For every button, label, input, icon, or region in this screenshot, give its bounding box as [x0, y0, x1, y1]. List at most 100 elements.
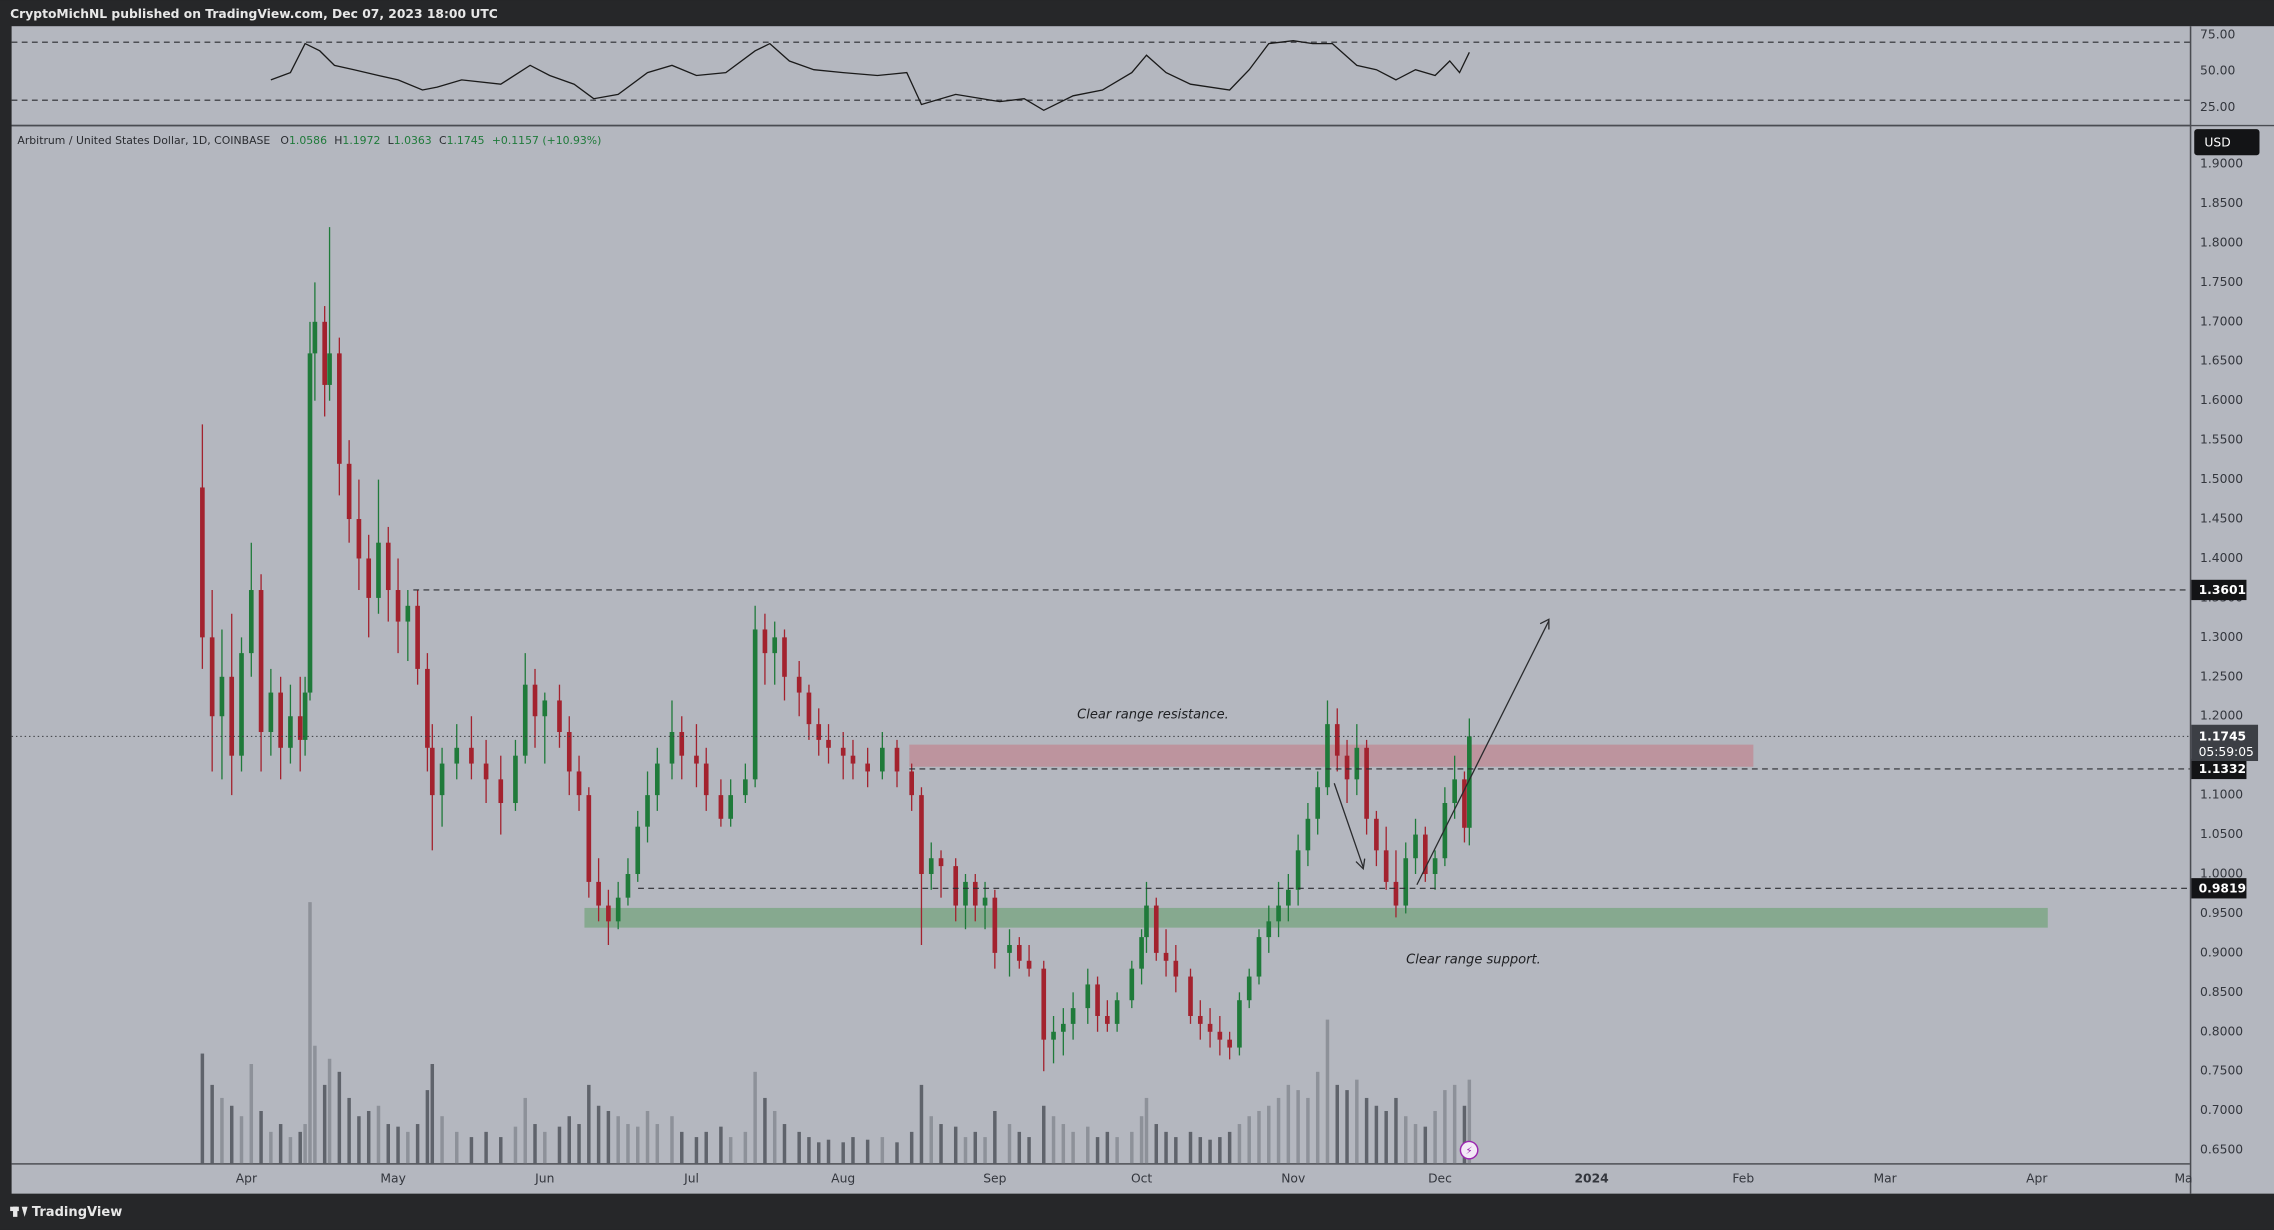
candle-body [928, 858, 934, 875]
volume-bar [210, 1084, 214, 1164]
candle-body [1452, 779, 1457, 804]
volume-bar [1086, 1126, 1090, 1164]
candle-body [963, 881, 968, 906]
volume-bar [816, 1142, 821, 1164]
candle-body [606, 905, 611, 922]
annotation: Clear range resistance. [1077, 708, 1229, 723]
volume-bar [337, 1071, 342, 1164]
x-tick-label: Apr [2026, 1172, 2048, 1186]
time-axis [11, 1163, 2190, 1194]
candle-body [200, 487, 205, 638]
candle-body [938, 858, 944, 867]
volume-bar [606, 1110, 611, 1164]
volume-bar [1325, 1019, 1330, 1164]
volume-bar [596, 1105, 601, 1164]
volume-bar [1335, 1084, 1339, 1164]
candle-body [880, 747, 885, 772]
volume-bar [909, 1131, 914, 1164]
candle-body [694, 755, 699, 764]
volume-bar [567, 1116, 571, 1164]
volume-bar [440, 1116, 444, 1164]
volume-bar [347, 1097, 351, 1164]
volume-bar [841, 1142, 845, 1164]
candle-body [297, 716, 303, 740]
candle-body [1286, 889, 1291, 906]
currency: USD [2204, 135, 2230, 149]
volume-bar [313, 1045, 317, 1164]
ohlc-value: 1.0586 [289, 134, 327, 147]
candle-body [1061, 1023, 1066, 1032]
y-tick-label: 1.2000 [2200, 709, 2243, 723]
volume-bar [1061, 1124, 1066, 1164]
candle-body [1413, 834, 1418, 859]
candle-body [1217, 1031, 1223, 1040]
level-label: 1.3601 [2199, 583, 2247, 597]
level-label-box [2191, 758, 2247, 780]
volume-bar [1007, 1124, 1012, 1164]
volume-bar [1462, 1105, 1467, 1164]
candle-body [1173, 960, 1179, 977]
x-tick-label: Jun [534, 1172, 554, 1186]
x-tick-label: Ma [2174, 1172, 2192, 1186]
candle-body [337, 353, 342, 464]
volume-bar [1286, 1084, 1291, 1164]
ohlc-value: 1.1972 [342, 134, 380, 147]
volume-bar [229, 1105, 234, 1164]
candle-body [625, 874, 631, 898]
volume-bar [1218, 1137, 1222, 1164]
y-tick-label: 1.3000 [2200, 630, 2243, 644]
volume-bar [239, 1116, 244, 1164]
volume-bar [1144, 1097, 1149, 1164]
candle-body [1144, 905, 1149, 938]
candle-body [679, 732, 685, 756]
x-tick-label: Dec [1428, 1172, 1452, 1186]
candle-body [1462, 779, 1467, 828]
volume-bar [1404, 1116, 1408, 1164]
candle-body [327, 353, 332, 385]
candle-body [992, 897, 998, 953]
price-zone [909, 744, 1754, 767]
candle-body [385, 542, 391, 591]
footer-brand: TradingView [32, 1205, 122, 1220]
candle-body [909, 771, 914, 796]
candle-body [1364, 747, 1369, 819]
drawn-arrows [1333, 618, 1550, 886]
candle-body [576, 771, 582, 796]
y-tick-label: 0.8500 [2200, 985, 2243, 999]
y-tick-label: 1.6000 [2200, 393, 2243, 407]
x-tick-label: Feb [1732, 1172, 1754, 1186]
ohlc-value: 1.1745 [447, 134, 485, 147]
candle-body [1153, 905, 1159, 953]
volume-bar [533, 1124, 537, 1164]
countdown: 05:59:05 [2199, 745, 2254, 759]
candle-body [258, 590, 264, 733]
volume-bar [278, 1124, 283, 1164]
volume-bar [1154, 1124, 1159, 1164]
candle-body [865, 763, 870, 772]
last-price-box [2191, 724, 2259, 762]
volume-bar [1042, 1105, 1046, 1164]
candle-body [796, 676, 802, 693]
x-tick-label: Jul [683, 1172, 699, 1186]
volume-bar [1452, 1084, 1457, 1164]
y-tick-label: 0.9000 [2200, 945, 2243, 959]
candle-body [356, 519, 362, 559]
candle-body [840, 747, 846, 756]
y-tick-label: 1.2500 [2200, 669, 2243, 683]
volume-bar [303, 1124, 307, 1164]
volume-bar [1345, 1090, 1349, 1164]
volume-bar [1384, 1110, 1388, 1164]
y-tick-label: 1.4500 [2200, 512, 2243, 526]
candle-body [1334, 724, 1340, 756]
volume-bar [1105, 1131, 1110, 1164]
event-icon[interactable] [1459, 1140, 1479, 1160]
volume-bar [728, 1137, 733, 1164]
candle-body [762, 629, 768, 654]
candle-body [1467, 736, 1472, 828]
candle-body [278, 692, 283, 748]
candle-body [542, 700, 548, 717]
candle-body [816, 724, 822, 740]
x-tick-label: Apr [236, 1172, 258, 1186]
ohlc-key: O [280, 134, 289, 147]
